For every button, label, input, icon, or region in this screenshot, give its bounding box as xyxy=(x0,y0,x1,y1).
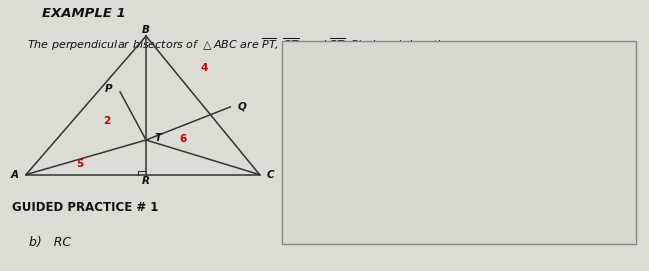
Text: A: A xyxy=(10,170,18,180)
Text: B: B xyxy=(142,24,150,34)
Text: Q: Q xyxy=(238,102,247,112)
Text: The perpendicular bisectors of $\triangle$ABC are $\overline{PT}$, $\overline{QT: The perpendicular bisectors of $\triangl… xyxy=(27,37,448,53)
Text: 2: 2 xyxy=(103,116,111,126)
Text: GUIDED PRACTICE # 1: GUIDED PRACTICE # 1 xyxy=(12,201,158,214)
Text: b)   RC: b) RC xyxy=(29,236,71,249)
Text: T: T xyxy=(154,133,161,143)
Text: $a)$   $AT$: $a)$ $AT$ xyxy=(297,56,340,70)
Text: R: R xyxy=(142,176,150,186)
Text: C: C xyxy=(266,170,274,180)
Text: 6: 6 xyxy=(179,134,187,144)
Text: 5: 5 xyxy=(76,159,84,169)
Text: 4: 4 xyxy=(201,63,208,73)
Text: P: P xyxy=(104,85,112,94)
Text: EXAMPLE 1: EXAMPLE 1 xyxy=(42,7,126,20)
